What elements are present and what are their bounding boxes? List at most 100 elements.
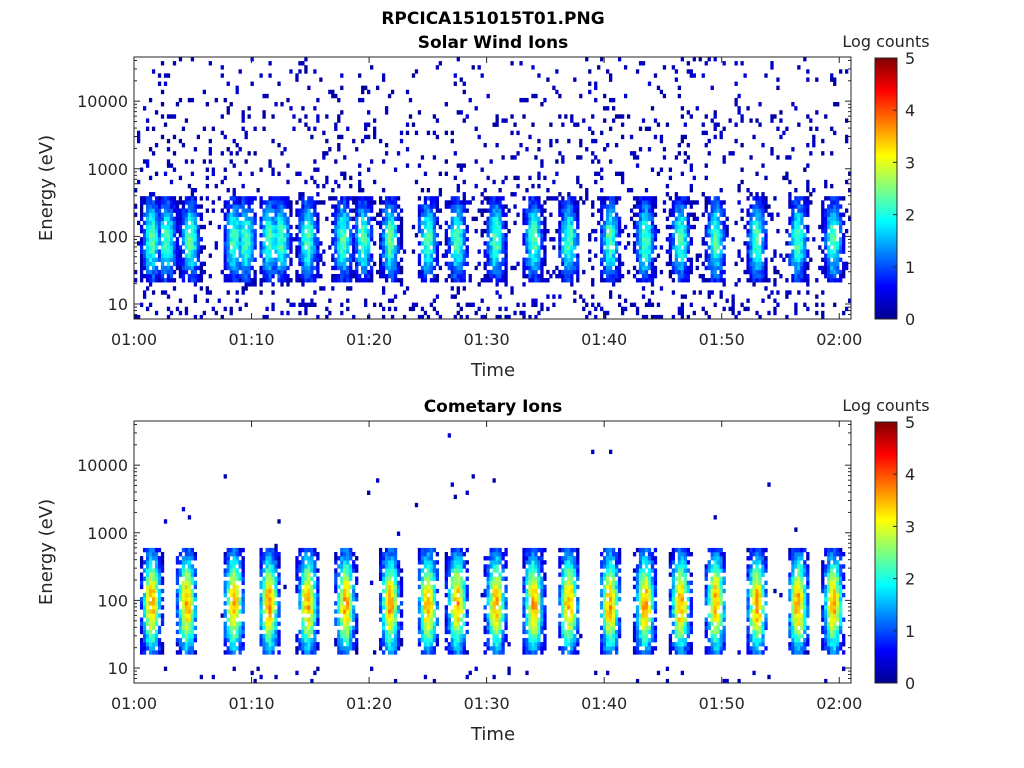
heatmap-cell: [444, 278, 448, 283]
heatmap-cell: [367, 208, 371, 213]
heatmap-cell: [289, 69, 293, 74]
heatmap-cell: [483, 196, 487, 201]
heatmap-cell: [827, 265, 831, 271]
heatmap-cell: [286, 237, 290, 242]
heatmap-cell: [304, 625, 308, 631]
heatmap-cell: [797, 65, 801, 70]
heatmap-cell: [151, 233, 156, 238]
heatmap-cell: [534, 261, 538, 267]
heatmap-cell: [635, 212, 640, 217]
heatmap-cell: [298, 642, 302, 647]
heatmap-cell: [337, 257, 341, 262]
heatmap-cell: [286, 241, 290, 246]
heatmap-cell: [268, 216, 272, 222]
heatmap-cell: [504, 253, 508, 258]
heatmap-cell: [797, 196, 801, 201]
heatmap-cell: [809, 118, 813, 123]
heatmap-cell: [824, 114, 828, 119]
heatmap-cell: [423, 237, 428, 242]
heatmap-cell: [289, 224, 293, 230]
heatmap-cell: [641, 265, 646, 271]
heatmap-cell: [334, 642, 338, 647]
heatmap-cell: [199, 269, 204, 275]
heatmap-cell: [193, 188, 198, 193]
heatmap-cell: [749, 220, 753, 226]
heatmap-cell: [647, 228, 652, 234]
heatmap-cell: [836, 245, 840, 250]
heatmap-cell: [229, 278, 233, 283]
heatmap-cell: [417, 212, 422, 217]
heatmap-cell: [399, 138, 404, 144]
heatmap-cell: [845, 228, 849, 234]
heatmap-cell: [501, 118, 505, 123]
heatmap-cell: [226, 188, 230, 193]
heatmap-cell: [268, 597, 272, 602]
heatmap-cell: [307, 625, 311, 631]
heatmap-cell: [447, 261, 451, 267]
heatmap-cell: [235, 265, 239, 271]
heatmap-cell: [755, 196, 759, 201]
heatmap-cell: [331, 196, 335, 201]
heatmap-cell: [647, 196, 652, 201]
heatmap-cell: [166, 220, 171, 226]
heatmap-cell: [429, 302, 434, 308]
heatmap-cell: [151, 269, 156, 275]
heatmap-cell: [154, 605, 159, 610]
heatmap-cell: [289, 241, 293, 246]
heatmap-cell: [417, 253, 422, 258]
heatmap-cell: [226, 617, 230, 622]
heatmap-cell: [507, 208, 511, 213]
heatmap-cell: [707, 245, 711, 250]
heatmap-cell: [139, 605, 144, 610]
heatmap-cell: [755, 228, 759, 234]
heatmap-cell: [160, 220, 165, 226]
heatmap-cell: [435, 65, 440, 70]
heatmap-cell: [139, 204, 144, 209]
heatmap-cell: [361, 220, 365, 226]
heatmap-cell: [794, 196, 798, 201]
heatmap-cell: [277, 212, 281, 217]
heatmap-cell: [295, 77, 299, 82]
heatmap-cell: [247, 220, 251, 226]
heatmap-cell: [444, 102, 448, 107]
heatmap-cell: [393, 224, 398, 230]
heatmap-cell: [453, 196, 457, 201]
heatmap-cell: [313, 670, 317, 676]
heatmap-cell: [151, 253, 156, 258]
heatmap-cell: [265, 547, 269, 553]
heatmap-cell: [710, 118, 714, 123]
heatmap-cell: [241, 633, 245, 639]
heatmap-cell: [232, 601, 236, 606]
heatmap-cell: [361, 241, 365, 246]
heatmap-cell: [387, 93, 392, 99]
heatmap-cell: [492, 233, 496, 238]
heatmap-cell: [719, 294, 723, 299]
heatmap-cell: [483, 188, 487, 193]
heatmap-cell: [274, 216, 278, 222]
heatmap-cell: [746, 253, 750, 258]
heatmap-cell: [650, 200, 655, 205]
heatmap-cell: [647, 302, 652, 308]
heatmap-cell: [202, 269, 206, 275]
heatmap-cell: [420, 269, 425, 275]
heatmap-cell: [166, 73, 171, 78]
heatmap-cell: [576, 204, 580, 209]
heatmap-cell: [522, 212, 526, 217]
heatmap-cell: [561, 257, 565, 262]
heatmap-cell: [722, 278, 726, 283]
heatmap-cell: [241, 625, 245, 631]
heatmap-cell: [492, 269, 496, 275]
heatmap-cell: [334, 179, 338, 185]
heatmap-cell: [238, 564, 242, 569]
heatmap-cell: [268, 568, 272, 573]
heatmap-cell: [337, 249, 341, 254]
heatmap-cell: [220, 179, 224, 185]
heatmap-cell: [307, 278, 311, 283]
heatmap-cell: [576, 200, 580, 205]
heatmap-cell: [707, 253, 711, 258]
heatmap-cell: [444, 253, 448, 258]
heatmap-cell: [181, 588, 186, 594]
heatmap-cell: [187, 257, 192, 262]
heatmap-cell: [423, 245, 428, 250]
heatmap-cell: [821, 224, 825, 230]
